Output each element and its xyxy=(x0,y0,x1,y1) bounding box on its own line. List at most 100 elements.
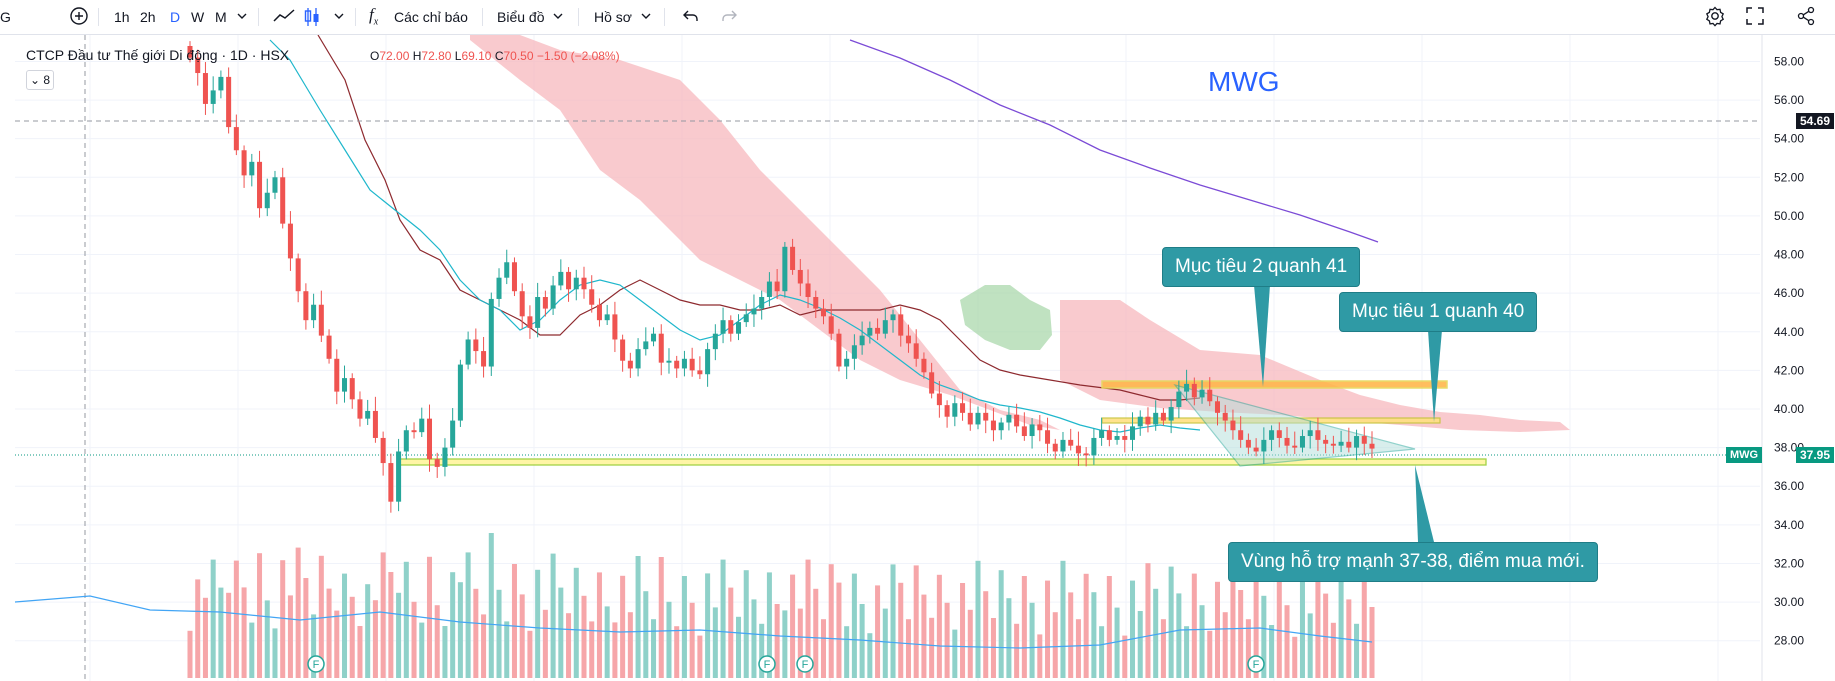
volume-bar xyxy=(1299,581,1305,678)
candle-body xyxy=(921,358,927,373)
candle-body xyxy=(1214,401,1221,413)
volume-bar xyxy=(1006,598,1012,678)
interval-1h[interactable]: 1h xyxy=(114,9,130,25)
volume-bar xyxy=(334,610,340,678)
candle-body xyxy=(519,291,525,317)
volume-bar xyxy=(674,626,680,678)
price-chart[interactable]: 28.0030.0032.0034.0036.0038.0040.0042.00… xyxy=(0,35,1835,681)
indicators-fx-icon[interactable]: fx xyxy=(369,5,379,28)
volume-bar xyxy=(944,602,950,678)
support-callout[interactable]: Vùng hỗ trợ mạnh 37-38, điểm mua mới. xyxy=(1228,542,1598,582)
ticker-annotation: MWG xyxy=(1208,66,1280,97)
price-axis: 28.0030.0032.0034.0036.0038.0040.0042.00… xyxy=(1761,35,1804,681)
volume-bar xyxy=(751,599,757,678)
indicators-button[interactable]: Các chỉ báo xyxy=(394,9,468,25)
candle-body xyxy=(1253,447,1259,452)
y-tick-label: 44.00 xyxy=(1774,325,1804,339)
candle-body xyxy=(272,177,278,193)
volume-bar xyxy=(1323,593,1329,678)
volume-bar xyxy=(1021,576,1027,678)
volume-bar xyxy=(689,602,695,678)
candle-body xyxy=(372,410,378,438)
candle-body xyxy=(983,412,989,421)
volume-bar xyxy=(867,633,873,678)
volume-bar xyxy=(797,608,803,678)
volume-bar xyxy=(280,560,286,678)
symbol-cut[interactable]: G xyxy=(0,9,11,25)
candle-body xyxy=(1199,389,1205,398)
fullscreen-icon[interactable] xyxy=(1745,6,1765,31)
candle-body xyxy=(975,412,981,425)
interval-2h[interactable]: 2h xyxy=(140,9,156,25)
candle-body xyxy=(658,333,664,363)
interval-w[interactable]: W xyxy=(191,9,205,25)
interval-d[interactable]: D xyxy=(170,9,181,25)
candle-body xyxy=(1330,443,1336,446)
volume-bar xyxy=(1083,573,1089,678)
candle-body xyxy=(226,76,232,128)
candle-body xyxy=(195,57,201,74)
volume-bar xyxy=(411,601,417,678)
candle-body xyxy=(365,410,371,419)
volume-bar xyxy=(287,595,293,678)
chart-type-chevron-icon[interactable] xyxy=(333,9,345,27)
volume-bar xyxy=(272,628,278,678)
candle-body xyxy=(967,412,973,425)
target2-callout[interactable]: Mục tiêu 2 quanh 41 xyxy=(1162,247,1361,287)
target1-callout[interactable]: Mục tiêu 1 quanh 40 xyxy=(1339,292,1538,332)
candle-body xyxy=(643,341,649,350)
candle-chart-icon[interactable] xyxy=(303,6,321,33)
candle-body xyxy=(558,271,564,286)
candle-body xyxy=(867,327,873,336)
chart-menu-chevron-icon[interactable] xyxy=(552,9,564,27)
volume-bar xyxy=(921,594,927,678)
svg-text:F: F xyxy=(313,659,320,671)
volume-bar xyxy=(581,595,587,678)
volume-bar xyxy=(527,630,533,678)
candle-body xyxy=(589,289,595,305)
redo-icon[interactable] xyxy=(720,8,738,29)
volume-bar xyxy=(627,612,633,678)
profile-button[interactable]: Hồ sơ xyxy=(594,9,632,25)
candle-body xyxy=(689,358,695,371)
candle-body xyxy=(473,339,479,352)
settings-gear-icon[interactable] xyxy=(1704,5,1726,32)
y-tick-label: 42.00 xyxy=(1774,363,1804,377)
volume-bar xyxy=(1207,630,1213,678)
candle-body xyxy=(488,298,494,367)
candle-body xyxy=(349,378,355,400)
chevron-down-icon[interactable] xyxy=(236,9,248,27)
volume-bar xyxy=(1037,634,1043,678)
candle-body xyxy=(898,314,904,336)
candle-body xyxy=(1083,453,1089,456)
plus-circle-icon[interactable] xyxy=(68,5,90,32)
candle-body xyxy=(1230,420,1236,431)
y-tick-label: 32.00 xyxy=(1774,556,1804,570)
volume-bar xyxy=(1114,607,1120,678)
volume-bar xyxy=(990,618,996,678)
line-chart-icon[interactable] xyxy=(272,7,296,30)
indicators-collapse-button[interactable]: ⌄ 8 xyxy=(26,70,54,90)
volume-bar xyxy=(341,573,348,678)
y-tick-label: 36.00 xyxy=(1774,479,1804,493)
candle-body xyxy=(604,314,610,321)
candle-body xyxy=(890,314,896,321)
candle-body xyxy=(1045,430,1051,444)
candle-body xyxy=(797,269,803,284)
candle-body xyxy=(1037,424,1043,431)
volume-bar xyxy=(226,592,232,678)
share-icon[interactable] xyxy=(1795,5,1817,32)
volume-bar xyxy=(303,578,309,678)
candle-body xyxy=(875,327,881,334)
candle-body xyxy=(457,364,463,421)
crosshair-price-label: 54.69 xyxy=(1795,113,1834,129)
volume-bar xyxy=(465,552,471,678)
profile-chevron-icon[interactable] xyxy=(640,9,652,27)
candle-body xyxy=(1060,439,1066,452)
interval-m[interactable]: M xyxy=(215,9,227,25)
undo-icon[interactable] xyxy=(682,8,700,29)
volume-ma-line xyxy=(14,595,1373,649)
volume-bar xyxy=(1354,623,1360,678)
candle-body xyxy=(380,437,386,464)
chart-menu-button[interactable]: Biểu đồ xyxy=(497,9,545,25)
